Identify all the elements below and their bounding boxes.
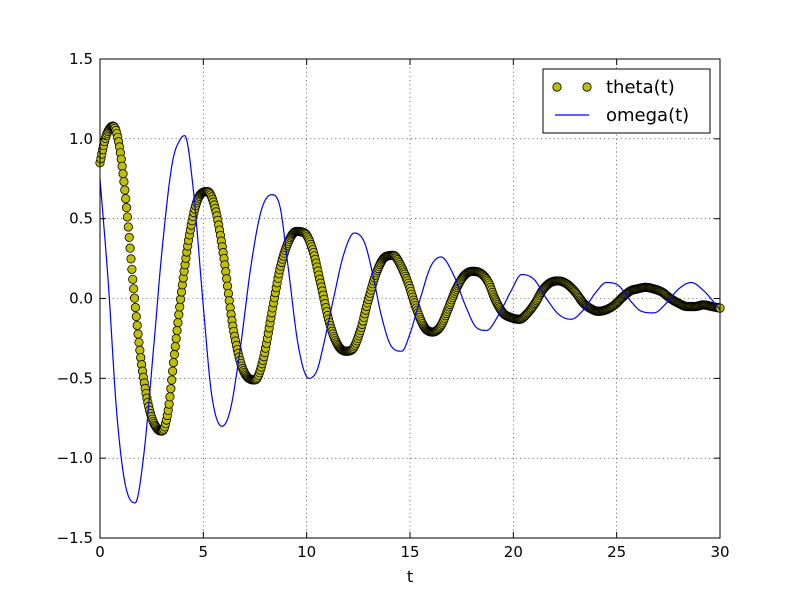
series-point: [168, 366, 178, 376]
series-point: [121, 203, 132, 213]
x-tick-label: 15: [400, 543, 419, 561]
series-point: [119, 177, 129, 187]
series-markers-theta(t): [95, 121, 725, 436]
y-tick-label: −0.5: [57, 369, 93, 387]
x-tick-label: 25: [607, 543, 626, 561]
legend-swatch-marker: [582, 82, 592, 92]
legend-label: theta(t): [606, 77, 675, 98]
series-point: [175, 302, 185, 312]
x-tick-label: 30: [710, 543, 729, 561]
axis-ticks: 0 5 10 15 20 25 30 −1.5 −1.0 −0.5 0.0 0.5 1.0 1.5: [57, 50, 730, 561]
series-point: [165, 392, 175, 402]
plot-area: [95, 121, 725, 504]
y-tick-label: −1.0: [57, 449, 93, 467]
y-tick-label: 1.5: [69, 50, 93, 68]
y-tick-label: 1.0: [69, 130, 93, 148]
y-tick-label: 0.5: [69, 210, 93, 228]
series-point: [118, 169, 128, 179]
series-point: [134, 337, 144, 347]
series-point: [168, 357, 179, 368]
series-point: [167, 375, 177, 385]
series-point: [121, 194, 131, 204]
series-point: [124, 232, 134, 243]
series-point: [169, 349, 179, 359]
legend: theta(t) omega(t): [542, 68, 711, 134]
series-point: [117, 161, 127, 171]
series-point: [127, 264, 137, 274]
series-point: [125, 243, 135, 253]
x-tick-label: 5: [199, 543, 209, 561]
series-line-omega(t): [99, 135, 721, 504]
y-tick-label: 0.0: [69, 290, 93, 308]
series-point: [129, 293, 140, 303]
y-tick-label: −1.5: [57, 529, 93, 547]
x-axis-label: t: [407, 567, 413, 586]
legend-box: [542, 68, 711, 134]
series-point: [171, 333, 181, 344]
series-point: [129, 284, 139, 294]
series-point: [133, 329, 143, 339]
series-point: [128, 274, 138, 284]
x-tick-label: 0: [95, 543, 105, 561]
series-point: [173, 317, 183, 328]
series-point: [166, 384, 176, 394]
series-point: [126, 254, 136, 264]
x-tick-label: 20: [504, 543, 523, 561]
legend-swatch-marker: [552, 82, 562, 92]
legend-label: omega(t): [606, 105, 689, 126]
series-point: [123, 222, 133, 232]
series-point: [170, 341, 180, 352]
series-point: [131, 311, 141, 322]
series-point: [172, 325, 182, 336]
x-tick-label: 10: [297, 543, 316, 561]
series-point: [132, 320, 142, 331]
series-point: [120, 185, 130, 195]
series-point: [130, 302, 141, 313]
series-point: [174, 310, 184, 320]
series-point: [122, 212, 133, 222]
